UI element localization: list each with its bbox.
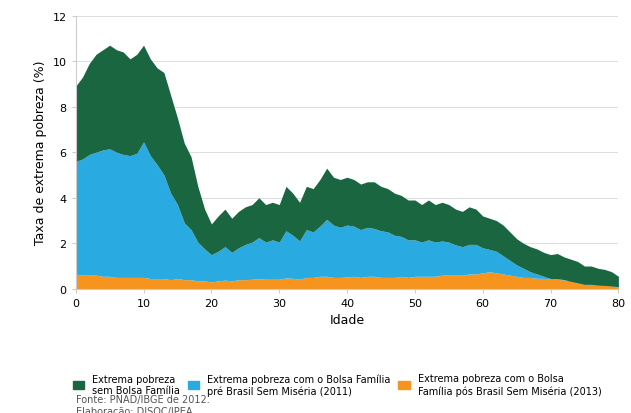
Legend: Extrema pobreza
sem Bolsa Família, Extrema pobreza com o Bolsa Família
pré Brasi: Extrema pobreza sem Bolsa Família, Extre… (70, 370, 604, 399)
Y-axis label: Taxa de extrema pobreza (%): Taxa de extrema pobreza (%) (34, 61, 47, 245)
X-axis label: Idade: Idade (329, 313, 365, 327)
Text: Fonte: PNAD/IBGE de 2012.
Elaboração: DISOC/IPEA.: Fonte: PNAD/IBGE de 2012. Elaboração: DI… (76, 394, 209, 413)
